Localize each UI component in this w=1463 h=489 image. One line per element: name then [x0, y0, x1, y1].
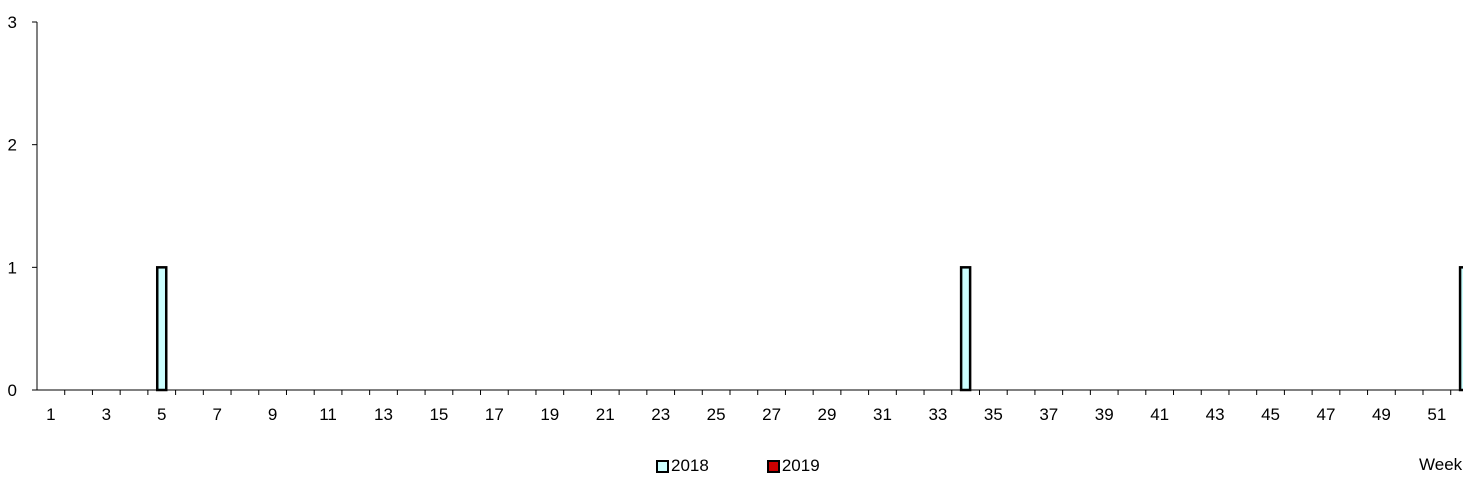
axes — [32, 21, 1463, 395]
x-tick-label: 21 — [596, 405, 615, 424]
x-tick-label: 1 — [46, 405, 55, 424]
x-tick-label: 7 — [212, 405, 221, 424]
legend-swatch-2019 — [766, 459, 780, 473]
bars — [155, 266, 1463, 392]
bar-2018-week-52 — [1458, 266, 1463, 392]
bar-2018-week-34 — [959, 266, 972, 392]
legend-item-2018: 2018 — [656, 456, 709, 476]
x-tick-label: 27 — [762, 405, 781, 424]
x-tick-label: 23 — [651, 405, 670, 424]
legend: 2018 2019 — [656, 456, 820, 476]
x-tick-label: 17 — [485, 405, 504, 424]
y-tick-label: 1 — [8, 258, 17, 277]
x-tick-label: 33 — [928, 405, 947, 424]
x-tick-label: 13 — [374, 405, 393, 424]
x-tick-label: 51 — [1427, 405, 1446, 424]
x-tick-label: 45 — [1261, 405, 1280, 424]
x-tick-label: 49 — [1372, 405, 1391, 424]
y-tick-label: 2 — [8, 136, 17, 155]
x-tick-label: 41 — [1150, 405, 1169, 424]
x-tick-label: 25 — [707, 405, 726, 424]
x-tick-label: 47 — [1317, 405, 1336, 424]
x-tick-label: 9 — [268, 405, 277, 424]
x-axis-label: Week — [1419, 455, 1463, 474]
legend-swatch-2018 — [656, 459, 669, 473]
x-tick-label: 35 — [984, 405, 1003, 424]
legend-item-2019: 2019 — [766, 456, 820, 476]
x-tick-label: 3 — [102, 405, 111, 424]
x-tick-label: 5 — [157, 405, 166, 424]
legend-label-2019: 2019 — [781, 456, 820, 475]
x-tick-label: 15 — [429, 405, 448, 424]
x-tick-label: 31 — [873, 405, 892, 424]
y-tick-label: 3 — [8, 13, 17, 32]
x-tick-label: 11 — [319, 405, 337, 424]
x-tick-label: 29 — [818, 405, 837, 424]
x-tick-label: 37 — [1039, 405, 1058, 424]
y-tick-label: 0 — [8, 381, 17, 400]
bar-2018-week-5 — [155, 266, 168, 392]
x-tick-label: 43 — [1206, 405, 1225, 424]
x-tick-label: 39 — [1095, 405, 1114, 424]
x-tick-label: 19 — [540, 405, 559, 424]
legend-label-2018: 2018 — [671, 456, 709, 475]
